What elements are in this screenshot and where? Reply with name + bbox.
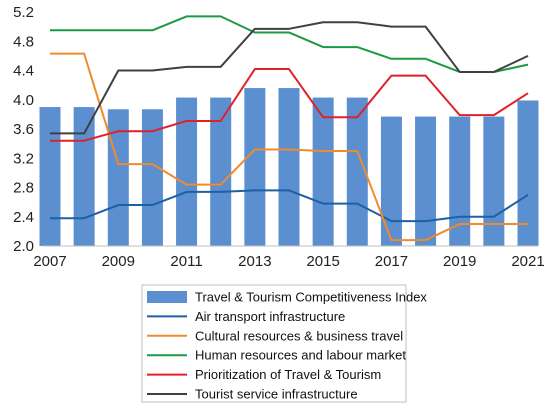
bar-2017: [380, 116, 402, 246]
bar-2015: [312, 97, 334, 246]
x-tick-label: 2009: [102, 253, 135, 270]
y-tick-label: 3.2: [13, 150, 34, 167]
x-tick-label: 2015: [306, 253, 339, 270]
series-line-3: [50, 15, 529, 73]
x-tick-label: 2019: [443, 253, 476, 270]
bar-2013: [244, 88, 266, 246]
y-tick-label: 2.0: [13, 238, 34, 255]
x-tick-label: 2013: [238, 253, 271, 270]
bar-2007: [39, 107, 61, 246]
series-line-5: [50, 21, 529, 135]
legend-swatch-bar: [147, 291, 187, 303]
bars-layer: [39, 88, 539, 246]
bar-2010: [141, 109, 163, 246]
legend: Travel & Tourism Competitiveness Index Ai…: [141, 284, 427, 403]
y-tick-label: 2.8: [13, 180, 34, 197]
legend-label: Tourist service infrastructure: [195, 387, 358, 402]
bar-2009: [107, 109, 129, 246]
bar-2020: [483, 116, 505, 246]
bar-2014: [278, 88, 300, 246]
y-tick-label: 4.4: [13, 63, 34, 80]
x-tick-label: 2021: [511, 253, 544, 270]
y-tick-label: 3.6: [13, 121, 34, 138]
legend-label: Travel & Tourism Competitiveness Index: [195, 290, 427, 305]
legend-label: Human resources and labour market: [195, 348, 406, 363]
bar-2008: [73, 107, 95, 246]
legend-label: Cultural resources & business travel: [195, 328, 403, 343]
bar-2018: [415, 116, 437, 246]
y-tick-label: 4.0: [13, 92, 34, 109]
y-tick-label: 4.8: [13, 33, 34, 50]
bar-2021: [517, 100, 539, 246]
lines-layer: [50, 15, 529, 242]
legend-label: Air transport infrastructure: [195, 309, 345, 324]
x-tick-label: 2017: [375, 253, 408, 270]
bar-2016: [346, 97, 368, 246]
bar-2012: [210, 97, 232, 246]
series-line-2: [50, 52, 528, 242]
legend-box: [141, 284, 407, 403]
y-tick-label: 2.4: [13, 209, 34, 226]
axes-layer: 2.0 2.4 2.8 3.2 3.6 4.0 4.4 4.8 5.2 2007 2009 2011 2…: [13, 4, 545, 270]
y-tick-label: 5.2: [13, 4, 34, 21]
x-tick-label: 2011: [170, 253, 202, 270]
series-line-4: [50, 68, 529, 142]
x-tick-label: 2007: [33, 253, 66, 270]
series-line-1: [50, 189, 529, 223]
bar-2019: [449, 116, 471, 246]
bar-2011: [176, 97, 198, 246]
legend-label: Prioritization of Travel & Tourism: [195, 367, 381, 382]
